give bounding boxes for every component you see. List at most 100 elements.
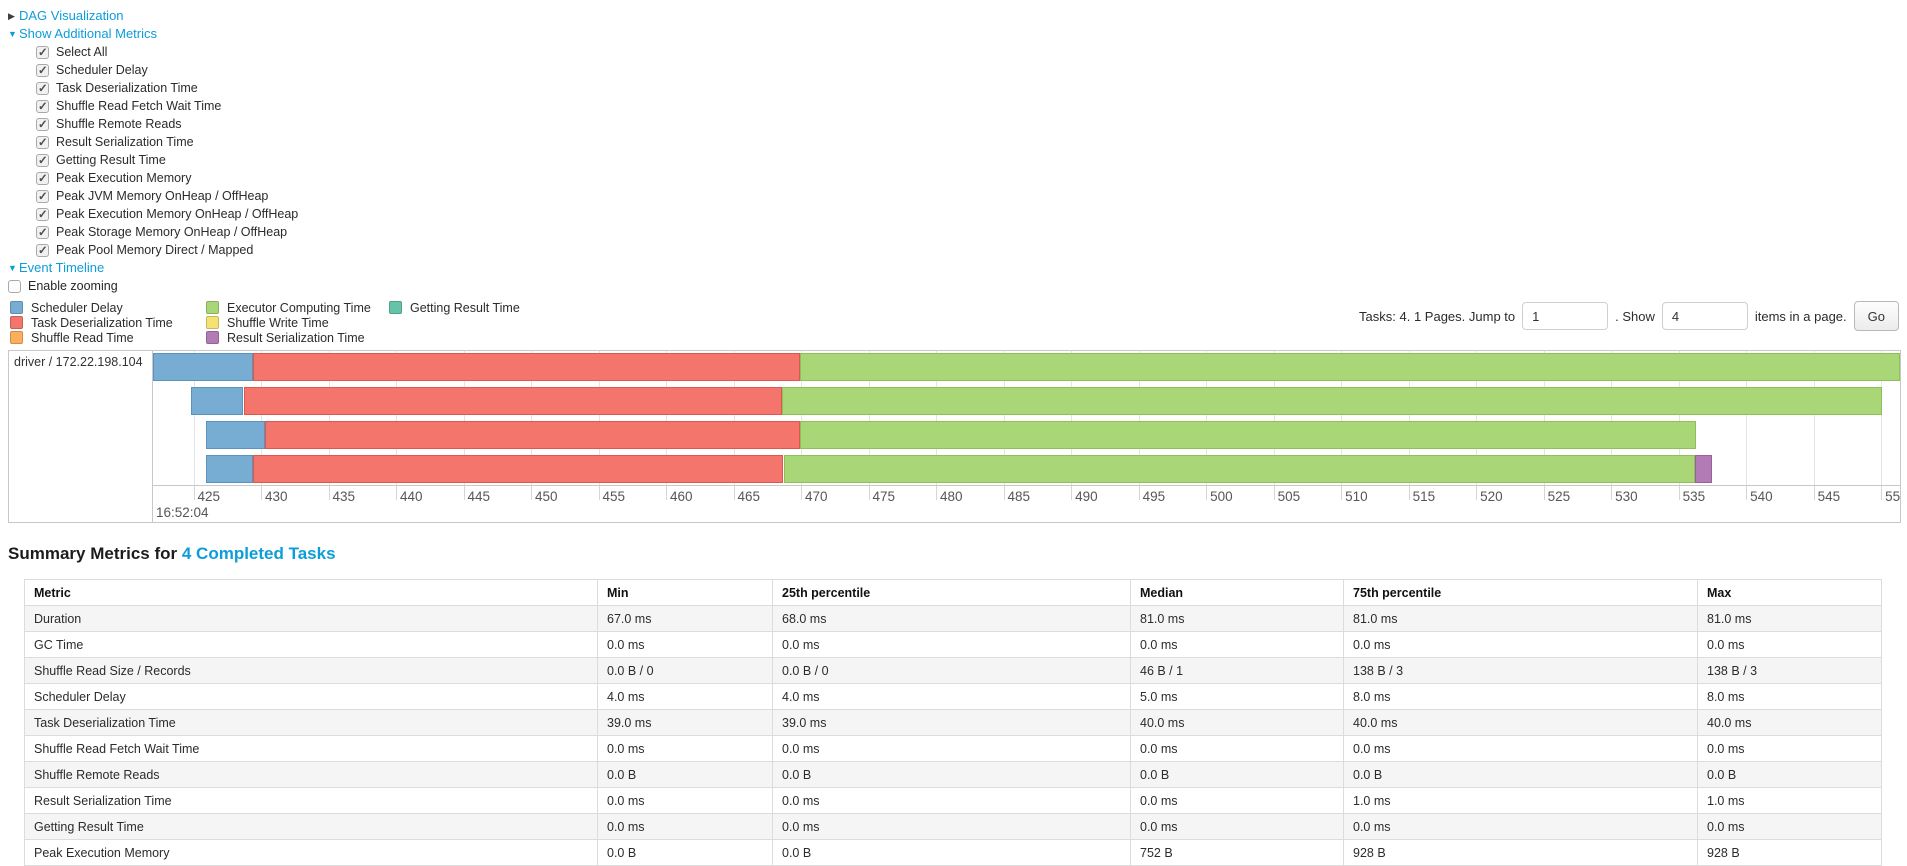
metric-value-cell: 81.0 ms	[1343, 605, 1698, 632]
task-3-segment-scheduler_delay[interactable]	[205, 421, 266, 449]
axis-tick-mark	[1071, 486, 1073, 500]
metric-checkbox-row-peak-execution-memory-onheap-offheap[interactable]: Peak Execution Memory OnHeap / OffHeap	[36, 205, 1907, 223]
event-timeline-toggle[interactable]: ▼ Event Timeline	[8, 259, 1907, 277]
table-row: Shuffle Read Size / Records 0.0 B / 0 0.0 …	[24, 657, 1882, 684]
metric-checkbox-row-select-all[interactable]: Select All	[36, 43, 1907, 61]
metric-value-cell: 0.0 ms	[597, 631, 773, 658]
metric-checkbox[interactable]	[36, 207, 49, 221]
metric-value-cell: 1.0 ms	[1697, 787, 1882, 814]
table-row: Duration 67.0 ms 68.0 ms 81.0 ms 81.0 ms 81.0…	[24, 605, 1882, 632]
axis-tick-mark	[1206, 486, 1208, 500]
metric-name-cell: Duration	[24, 605, 598, 632]
metric-value-cell: 40.0 ms	[1697, 709, 1882, 736]
metric-checkbox[interactable]	[36, 135, 49, 149]
timeline-gridline	[666, 351, 667, 485]
axis-tick-label: 430	[265, 489, 288, 504]
task-2-segment-scheduler_delay[interactable]	[190, 387, 244, 415]
legend-swatch-icon	[389, 301, 402, 314]
axis-tick-mark	[868, 486, 870, 500]
timeline-gridline	[936, 351, 937, 485]
axis-tick-mark	[531, 486, 532, 500]
metric-checkbox[interactable]	[36, 117, 49, 131]
timeline-gridline	[1881, 351, 1883, 485]
metric-checkbox-label: Getting Result Time	[56, 153, 166, 167]
metric-checkbox-row-result-serialization-time[interactable]: Result Serialization Time	[36, 133, 1907, 151]
metric-checkbox[interactable]	[36, 189, 49, 203]
pagination-items-text: items in a page.	[1754, 308, 1847, 324]
task-1-segment-scheduler_delay[interactable]	[153, 353, 253, 381]
timeline-gridline	[868, 351, 870, 485]
task-3-segment-executor_computing[interactable]	[799, 421, 1697, 449]
axis-tick-label: 425	[197, 489, 221, 504]
metric-checkbox-row-shuffle-remote-reads[interactable]: Shuffle Remote Reads	[36, 115, 1907, 133]
metric-checkbox-label: Peak Storage Memory OnHeap / OffHeap	[56, 225, 288, 239]
metric-checkbox-row-getting-result-time[interactable]: Getting Result Time	[36, 151, 1907, 169]
metric-checkbox-label: Select All	[56, 45, 108, 59]
metric-checkbox-row-shuffle-read-fetch-wait-time[interactable]: Shuffle Read Fetch Wait Time	[36, 97, 1907, 115]
completed-tasks-link[interactable]: 4 Completed Tasks	[181, 544, 336, 563]
metric-checkbox-row-peak-execution-memory[interactable]: Peak Execution Memory	[36, 169, 1907, 187]
metric-checkbox[interactable]	[36, 45, 49, 59]
metric-checkbox-row-task-deserialization-time[interactable]: Task Deserialization Time	[36, 79, 1907, 97]
metric-checkbox-label: Task Deserialization Time	[56, 81, 198, 95]
go-button[interactable]: Go	[1853, 301, 1899, 331]
metric-value-cell: 0.0 ms	[1697, 735, 1882, 762]
task-4-segment-result_serialization[interactable]	[1694, 455, 1713, 483]
enable-zooming-checkbox[interactable]	[8, 279, 21, 293]
metric-checkbox[interactable]	[36, 63, 49, 77]
show-additional-metrics-link[interactable]: Show Additional Metrics	[19, 26, 158, 41]
task-2-segment-executor_computing[interactable]	[782, 387, 1883, 415]
axis-tick-label: 550	[1885, 489, 1900, 504]
axis-tick-mark	[193, 486, 195, 500]
timeline-gridline	[801, 351, 802, 485]
metric-checkbox-row-peak-storage-memory-onheap-offheap[interactable]: Peak Storage Memory OnHeap / OffHeap	[36, 223, 1907, 241]
metric-checkbox[interactable]	[36, 81, 49, 95]
timeline-gridline	[328, 351, 330, 485]
metric-value-cell: 39.0 ms	[597, 709, 773, 736]
task-1-segment-task_deserialization[interactable]	[252, 353, 800, 381]
axis-tick-mark	[801, 486, 802, 500]
metric-checkbox-row-peak-pool-memory-direct-mapped[interactable]: Peak Pool Memory Direct / Mapped	[36, 241, 1907, 259]
task-1-segment-executor_computing[interactable]	[799, 353, 1900, 381]
metric-checkbox-row-peak-jvm-memory-onheap-offheap[interactable]: Peak JVM Memory OnHeap / OffHeap	[36, 187, 1907, 205]
task-2-segment-task_deserialization[interactable]	[243, 387, 783, 415]
task-4-segment-executor_computing[interactable]	[783, 455, 1695, 483]
dag-visualization-toggle[interactable]: ▶ DAG Visualization	[8, 7, 1907, 25]
metric-checkbox-row-scheduler-delay[interactable]: Scheduler Delay	[36, 61, 1907, 79]
metric-checkbox[interactable]	[36, 99, 49, 113]
event-timeline-link[interactable]: Event Timeline	[19, 260, 105, 275]
legend-item-scheduler_delay: Scheduler Delay	[10, 300, 206, 315]
timeline-gridline	[531, 351, 532, 485]
summary-heading-text: Summary Metrics for	[8, 544, 178, 563]
timeline-gridline	[1273, 351, 1275, 485]
dag-visualization-link[interactable]: DAG Visualization	[19, 8, 124, 23]
summary-metrics-table: Metric Min 25th percentile Median 75th perce…	[24, 579, 1882, 866]
executor-row-label: driver / 172.22.198.104	[14, 355, 143, 369]
task-4-segment-scheduler_delay[interactable]	[205, 455, 253, 483]
timeline-legend-row: Scheduler Delay Task Deserialization Time…	[10, 297, 1899, 349]
axis-tick-label: 460	[670, 489, 693, 504]
metric-checkbox[interactable]	[36, 153, 49, 167]
metric-checkbox[interactable]	[36, 171, 49, 185]
timeline-gridline	[1138, 351, 1140, 485]
items-per-page-input[interactable]	[1661, 302, 1748, 330]
jump-to-page-input[interactable]	[1522, 302, 1609, 330]
task-4-segment-task_deserialization[interactable]	[252, 455, 784, 483]
metric-checkbox[interactable]	[36, 243, 49, 257]
metric-value-cell: 0.0 B	[1697, 761, 1882, 788]
legend-swatch-icon	[10, 331, 23, 344]
enable-zooming-row[interactable]: Enable zooming	[8, 277, 1907, 295]
metric-value-cell: 928 B	[1697, 839, 1882, 866]
metric-value-cell: 4.0 ms	[597, 683, 773, 710]
metric-value-cell: 81.0 ms	[1697, 605, 1882, 632]
timeline-gridline	[1678, 351, 1680, 485]
metric-value-cell: 0.0 ms	[1697, 813, 1882, 840]
timeline-plot-area	[153, 351, 1900, 485]
event-timeline-chart: driver / 172.22.198.104 425 430 435 440 445 4…	[8, 350, 1901, 523]
metric-checkbox[interactable]	[36, 225, 49, 239]
timeline-gridline	[463, 351, 465, 485]
show-additional-metrics-toggle[interactable]: ▼ Show Additional Metrics	[8, 25, 1907, 43]
timeline-gridline	[1408, 351, 1410, 485]
axis-tick-label: 515	[1412, 489, 1436, 504]
task-3-segment-task_deserialization[interactable]	[265, 421, 800, 449]
